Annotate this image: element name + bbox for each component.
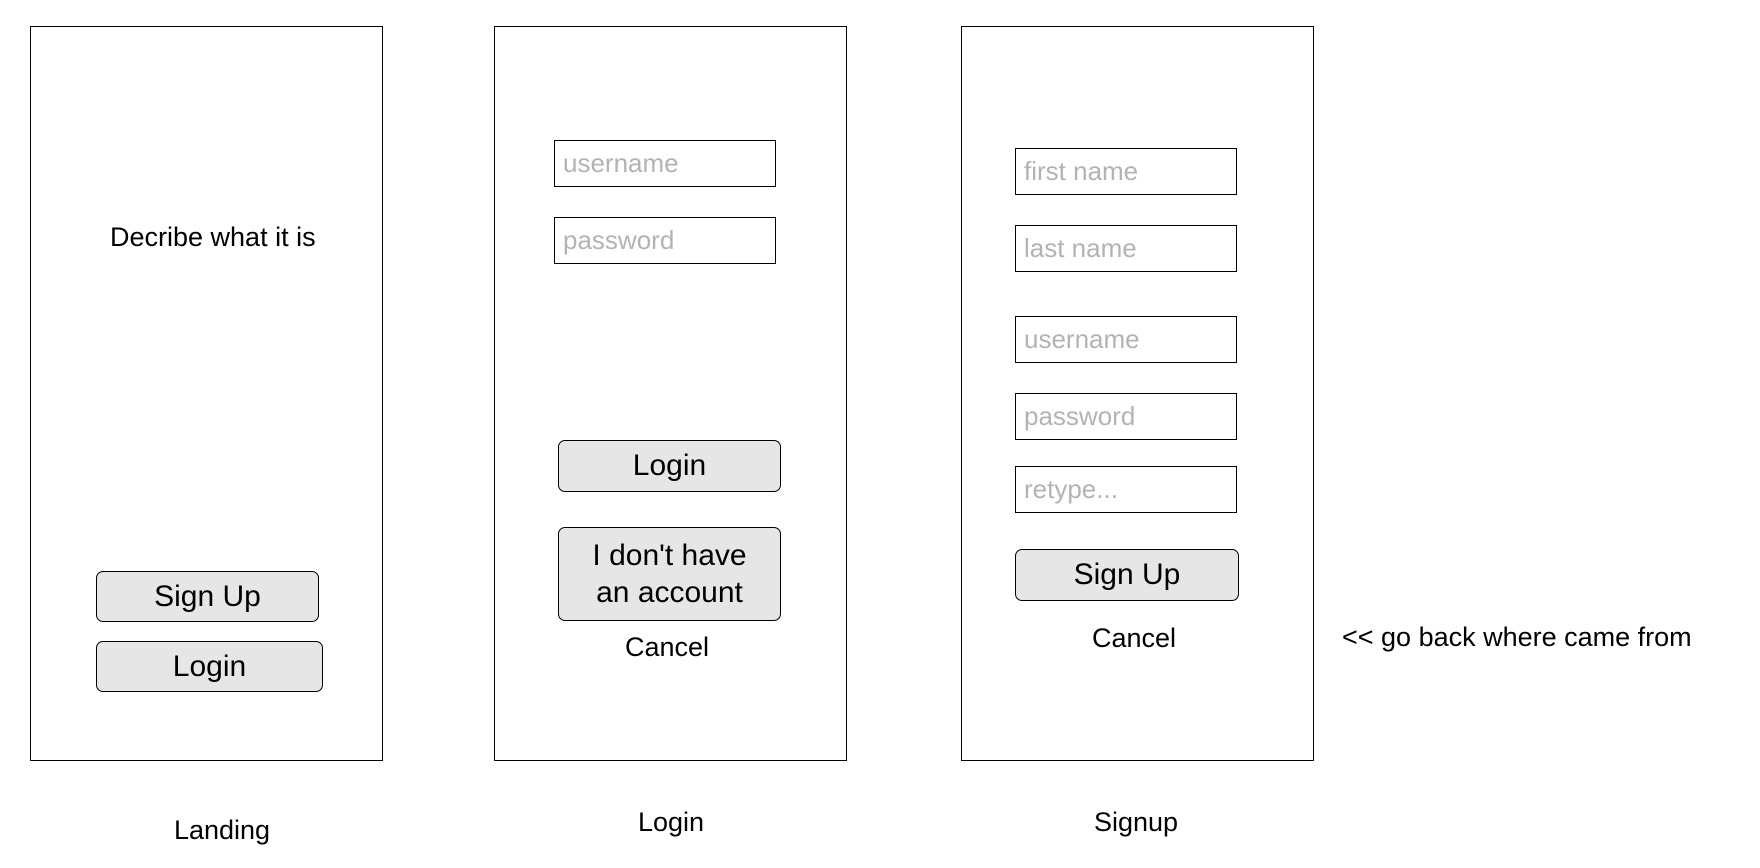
login-caption: Login <box>637 807 705 837</box>
landing-caption: Landing <box>173 815 271 845</box>
signup-screen-frame: Sign Up Cancel <box>961 26 1314 761</box>
signup-caption: Signup <box>1093 807 1179 837</box>
login-password-input[interactable] <box>554 217 776 264</box>
signup-cancel-link[interactable]: Cancel <box>1092 623 1177 653</box>
landing-login-button[interactable]: Login <box>96 641 323 692</box>
login-screen-frame: Login I don't have an account Cancel <box>494 26 847 761</box>
landing-signup-button[interactable]: Sign Up <box>96 571 319 622</box>
landing-screen-frame: Decribe what it is Sign Up Login <box>30 26 383 761</box>
back-navigation-note: << go back where came from <box>1342 622 1692 652</box>
no-account-button[interactable]: I don't have an account <box>558 527 781 621</box>
landing-description: Decribe what it is <box>110 224 316 251</box>
login-username-input[interactable] <box>554 140 776 187</box>
login-cancel-link[interactable]: Cancel <box>625 632 710 662</box>
signup-button[interactable]: Sign Up <box>1015 549 1239 601</box>
signup-username-input[interactable] <box>1015 316 1237 363</box>
signup-retype-input[interactable] <box>1015 466 1237 513</box>
signup-password-input[interactable] <box>1015 393 1237 440</box>
signup-first-name-input[interactable] <box>1015 148 1237 195</box>
signup-last-name-input[interactable] <box>1015 225 1237 272</box>
login-button[interactable]: Login <box>558 440 781 492</box>
